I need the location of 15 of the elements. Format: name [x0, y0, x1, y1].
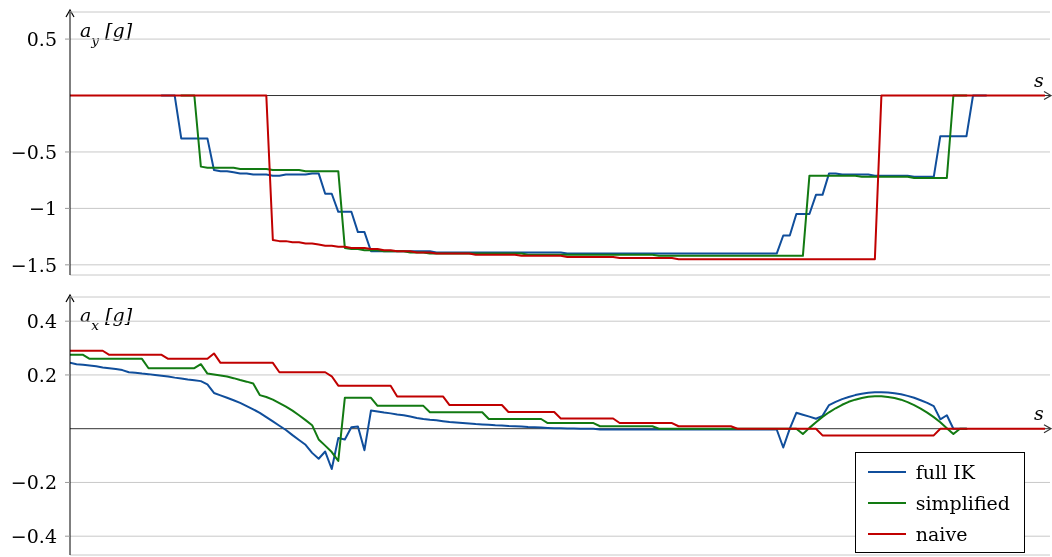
- y-tick-label: 0.2: [26, 363, 57, 386]
- y-tick-label: 0.4: [26, 309, 57, 332]
- y-tick-label: −1.5: [10, 253, 57, 276]
- y-tick-label: −1: [28, 197, 57, 220]
- y-tick-label: −0.5: [10, 140, 57, 163]
- y-axis-title: a$_{y}$ [g]: [80, 19, 133, 48]
- legend-label: naive: [915, 522, 968, 545]
- y-axis-title: a$_{x}$ [g]: [80, 304, 133, 333]
- legend-label: full IK: [915, 460, 975, 483]
- y-tick-label: −0.4: [10, 524, 57, 547]
- y-tick-label: −0.2: [10, 471, 57, 494]
- x-axis-title: s: [1034, 68, 1045, 91]
- legend-label: simplified: [915, 491, 1010, 514]
- x-axis-title: s: [1034, 401, 1045, 424]
- y-tick-label: 0.5: [26, 27, 57, 50]
